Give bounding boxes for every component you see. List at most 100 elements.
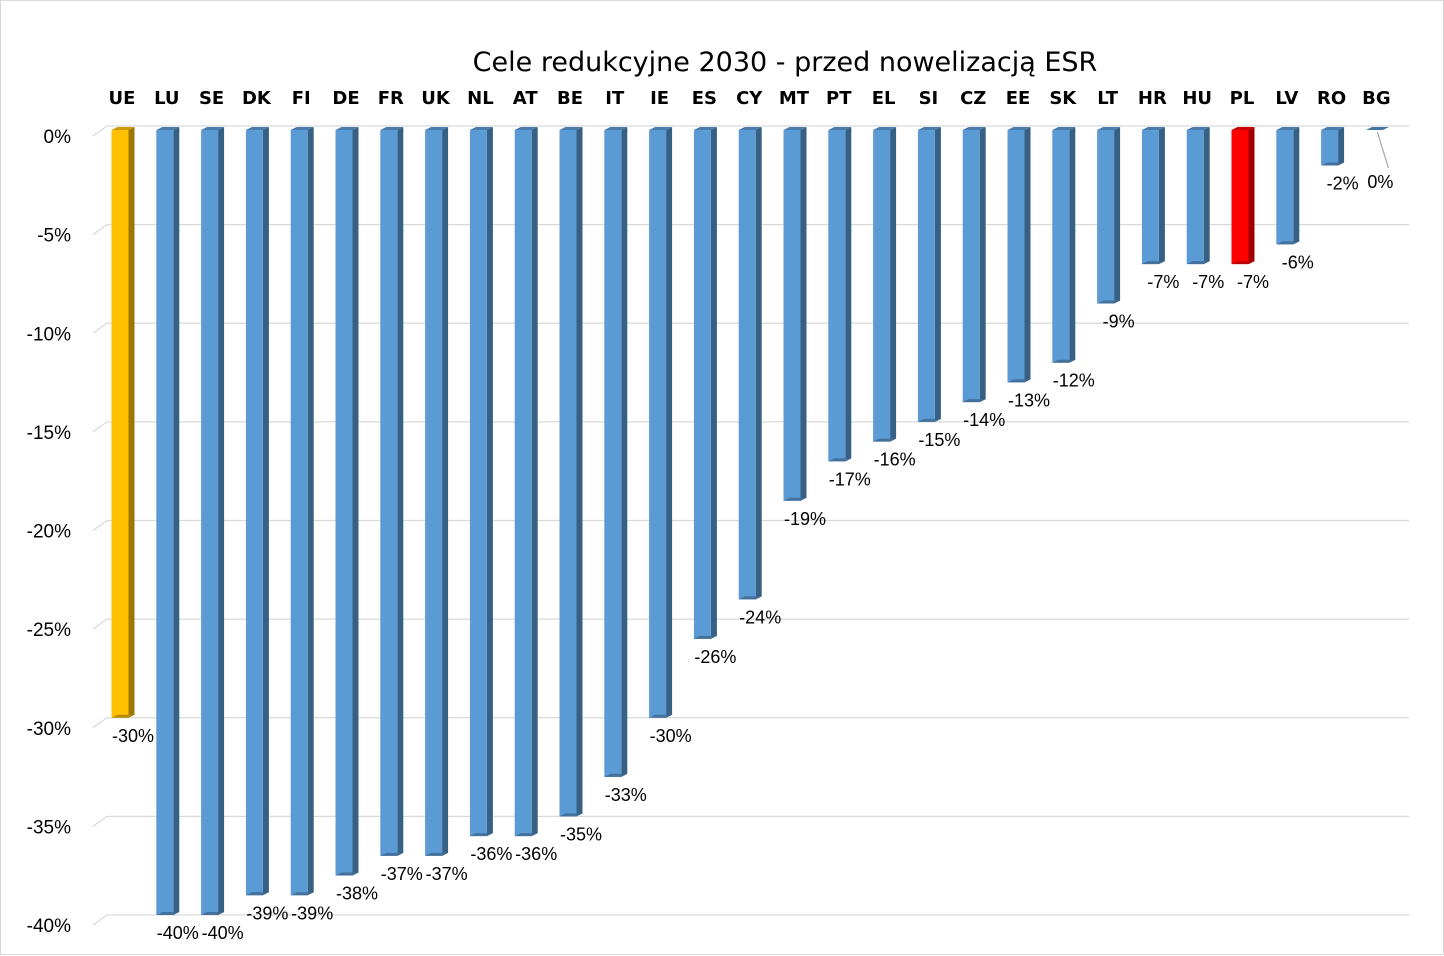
- bar-top: [1141, 127, 1165, 130]
- bar-bottom: [514, 833, 538, 837]
- bar: [604, 130, 622, 777]
- bar-top: [649, 127, 673, 130]
- bar-bottom: [201, 912, 225, 915]
- bar-top: [425, 127, 449, 130]
- bar-side: [307, 127, 314, 896]
- bar-side: [755, 127, 762, 600]
- bar-side: [173, 127, 180, 915]
- bar-bottom: [783, 497, 807, 501]
- category-label: BG: [1362, 88, 1391, 109]
- bar-top: [335, 127, 359, 130]
- data-label: -12%: [1053, 371, 1095, 391]
- data-label: -37%: [381, 864, 423, 884]
- category-label: AT: [513, 88, 539, 109]
- data-label: -9%: [1103, 312, 1135, 332]
- bar-top: [962, 127, 986, 130]
- data-label: -40%: [202, 923, 244, 943]
- y-tick-label: -10%: [27, 324, 71, 345]
- bar-bottom: [962, 399, 986, 403]
- gridline: [92, 125, 1409, 137]
- bar-bottom: [1231, 261, 1255, 265]
- bar-bottom: [738, 596, 762, 600]
- bar-top: [604, 127, 628, 130]
- data-label: -6%: [1282, 252, 1314, 272]
- bar-side: [1158, 127, 1165, 265]
- bar-top: [1276, 127, 1300, 130]
- bar: [425, 130, 443, 856]
- bar: [738, 130, 756, 600]
- bar-side: [1248, 127, 1255, 265]
- bar-top: [290, 127, 314, 130]
- data-label: -40%: [157, 923, 199, 943]
- bar-side: [1024, 127, 1031, 383]
- y-tick-label: -25%: [27, 620, 71, 641]
- bar-side: [486, 127, 493, 837]
- bar: [201, 130, 219, 915]
- bar: [380, 130, 398, 856]
- data-label: -36%: [515, 844, 557, 864]
- bar-top: [469, 127, 493, 130]
- category-label: LU: [154, 88, 179, 109]
- bar-side: [352, 127, 359, 876]
- gridline: [92, 717, 1409, 729]
- bar-top: [738, 127, 762, 130]
- category-label: PL: [1230, 88, 1255, 109]
- leader-line: [1376, 131, 1389, 169]
- bar-side: [442, 127, 449, 856]
- gridline: [92, 618, 1409, 630]
- bar-bottom: [604, 773, 628, 777]
- bars: [111, 127, 1389, 915]
- bar-top: [1052, 127, 1076, 130]
- bar: [917, 130, 935, 422]
- bar-bottom: [1276, 241, 1300, 245]
- data-label: -37%: [426, 864, 468, 884]
- bar-bottom: [156, 912, 180, 915]
- category-label: CY: [736, 88, 763, 109]
- category-label: EE: [1006, 88, 1031, 109]
- bar-side: [800, 127, 807, 501]
- data-label: -16%: [874, 450, 916, 470]
- bar-bottom: [380, 852, 404, 856]
- bar-top: [245, 127, 269, 130]
- bar-bottom: [290, 892, 314, 896]
- bar-bottom: [1186, 261, 1210, 265]
- bar: [335, 130, 353, 876]
- data-label: -15%: [918, 430, 960, 450]
- gridline: [92, 815, 1409, 827]
- category-label: FR: [378, 88, 404, 109]
- bar: [1276, 130, 1294, 245]
- bar-side: [576, 127, 583, 817]
- bar-top: [1097, 127, 1121, 130]
- bar-top: [828, 127, 852, 130]
- category-label: PT: [826, 88, 852, 109]
- category-label: ES: [692, 88, 717, 109]
- data-label: -7%: [1237, 272, 1269, 292]
- category-label: RO: [1317, 88, 1346, 109]
- bar-side: [979, 127, 986, 403]
- category-label: DK: [242, 88, 272, 109]
- y-tick-label: -35%: [27, 817, 71, 838]
- data-label: -30%: [650, 726, 692, 746]
- bar-bottom: [245, 892, 269, 896]
- bar-bottom: [693, 635, 717, 639]
- bar-top: [201, 127, 225, 130]
- data-label: -38%: [336, 884, 378, 904]
- bar-side: [128, 127, 135, 718]
- bar-side: [1114, 127, 1121, 304]
- bar-bottom: [1052, 359, 1076, 363]
- bar: [962, 130, 980, 403]
- bar-bottom: [1321, 162, 1345, 166]
- bar-side: [218, 127, 225, 915]
- bar-bottom: [559, 813, 583, 817]
- bar: [1007, 130, 1025, 383]
- bar: [111, 130, 129, 718]
- bar-top: [111, 127, 135, 130]
- bar: [1186, 130, 1204, 265]
- bar-side: [666, 127, 673, 718]
- data-label: -30%: [112, 726, 154, 746]
- category-label: HR: [1138, 88, 1167, 109]
- data-label: -2%: [1327, 173, 1359, 193]
- bar-top: [380, 127, 404, 130]
- category-label: IT: [605, 88, 625, 109]
- category-label: SI: [919, 88, 939, 109]
